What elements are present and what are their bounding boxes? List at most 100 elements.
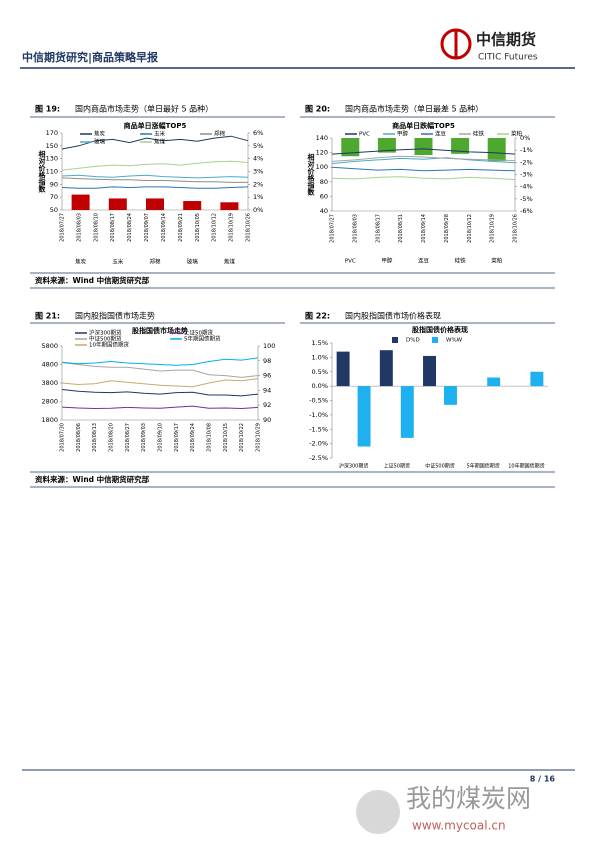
bar-category-label: 连豆	[418, 257, 430, 265]
x-tick-label: 2018/08/03	[76, 213, 82, 242]
y2-tick-label: 0%	[520, 134, 530, 142]
legend-swatch	[432, 337, 438, 343]
bar-category-label: 焦煤	[224, 258, 236, 266]
bar	[444, 386, 457, 405]
legend-label: W%W	[446, 338, 463, 344]
bar-category-label: 玻璃	[187, 258, 199, 266]
bar	[357, 386, 371, 447]
figure-caption: 国内股指国债市场走势	[75, 311, 155, 321]
y2-tick-label: 2%	[253, 180, 263, 188]
legend-label: 甲醇	[397, 130, 409, 138]
figure-number: 图 21:	[35, 312, 60, 321]
bar	[487, 377, 501, 387]
y-tick-label: 1.5%	[311, 339, 328, 347]
legend-label: 玻璃	[94, 138, 106, 146]
x-tick-label: 2018/08/06	[76, 423, 82, 452]
y2-tick-label: -6%	[520, 207, 533, 215]
y-tick-label: 140	[316, 134, 328, 142]
series-line	[61, 389, 259, 397]
y2-tick-label: -5%	[520, 195, 533, 203]
y-tick-label: -1.5%	[309, 425, 328, 433]
legend-label: 中证500期货	[89, 335, 122, 343]
y2-tick-label: 92	[263, 401, 271, 409]
bar	[379, 350, 393, 387]
source-note: 资料来源：Wind 中信期货研究部	[35, 275, 150, 285]
y2-tick-label: 1%	[253, 193, 263, 201]
y2-tick-label: -4%	[520, 183, 533, 191]
bar	[400, 386, 414, 438]
y-tick-label: 120	[316, 149, 328, 157]
watermark-logo	[356, 790, 400, 834]
y2-tick-label: 94	[263, 386, 271, 394]
bar	[71, 194, 90, 210]
y2-tick-label: 0%	[253, 206, 263, 214]
x-tick-label: 2018/10/15	[223, 423, 229, 452]
x-tick-label: 2018/09/10	[158, 423, 164, 452]
series-line	[331, 176, 516, 181]
series-line	[331, 148, 516, 155]
chart-title: 商品单日跌幅TOP5	[392, 121, 455, 130]
y-tick-label: -2.0%	[309, 440, 328, 448]
source-note: 资料来源：Wind 中信期货研究部	[35, 474, 150, 484]
y2-tick-label: 3%	[253, 168, 263, 176]
figure-number: 图 19:	[35, 105, 60, 114]
watermark-url: www.mycoal.cn	[412, 819, 506, 833]
y-tick-label: -2.5%	[309, 454, 328, 462]
y2-tick-label: -1%	[520, 146, 533, 154]
series-line	[61, 174, 249, 179]
x-tick-label: 2018/10/19	[229, 213, 235, 242]
bar	[377, 138, 396, 153]
y2-tick-label: 6%	[253, 129, 263, 137]
y-tick-label: -0.5%	[309, 397, 328, 405]
y-tick-label: 4800	[41, 361, 58, 369]
series-line	[61, 378, 259, 388]
x-tick-label: 2018/09/14	[161, 213, 167, 242]
y-tick-label: 100	[316, 163, 328, 171]
series-line	[61, 160, 249, 171]
x-tick-label: 2018/10/12	[467, 214, 473, 243]
legend-label: 10年期国债期货	[89, 341, 129, 349]
y-tick-label: 40	[320, 207, 328, 215]
bar-category-label: 玉米	[112, 258, 124, 266]
bar-category-label: PVC	[345, 259, 356, 265]
series-line	[61, 362, 259, 378]
y-tick-label: 150	[46, 142, 58, 150]
bar	[530, 371, 544, 387]
series-line	[61, 405, 259, 410]
bar-category-label: 焦炭	[75, 258, 87, 266]
y2-tick-label: -3%	[520, 171, 533, 179]
bar	[146, 198, 164, 210]
x-tick-label: 2018/08/10	[93, 213, 99, 242]
legend-label: 5年期国债期货	[184, 335, 221, 343]
y-tick-label: 70	[50, 193, 58, 201]
x-tick-label: 2018/09/24	[190, 423, 196, 452]
x-tick-label: 中证500期货	[425, 463, 455, 470]
y-tick-label: 60	[320, 192, 328, 200]
chart-title: 股指国债价格表现	[411, 325, 468, 334]
bar	[183, 201, 202, 210]
bar	[451, 138, 470, 154]
x-tick-label: 2018/08/20	[109, 423, 115, 452]
y-tick-label: 0.0%	[311, 382, 328, 390]
y-tick-label: 5800	[41, 342, 58, 350]
bar-category-label: 菜粕	[491, 257, 502, 265]
x-tick-label: 2018/07/27	[330, 214, 336, 243]
figure-number: 图 20:	[305, 105, 330, 114]
x-tick-label: 2018/10/22	[239, 423, 245, 452]
y-tick-label: -1.0%	[309, 411, 328, 419]
x-tick-label: 2018/10/19	[490, 214, 496, 243]
legend-swatch	[392, 337, 398, 343]
y-tick-label: 130	[46, 155, 58, 163]
x-tick-label: 2018/07/30	[60, 423, 66, 452]
legend-label: PVC	[359, 132, 370, 138]
y-axis-label: 相对价格指数	[307, 153, 316, 197]
legend-label: 沪深300期货	[89, 329, 122, 337]
x-tick-label: 2018/09/14	[421, 214, 427, 243]
x-tick-label: 2018/10/29	[256, 423, 262, 452]
bar	[336, 351, 350, 387]
y-tick-label: 80	[320, 178, 328, 186]
y-tick-label: 170	[46, 129, 58, 137]
x-tick-label: 2018/07/27	[60, 213, 66, 242]
x-tick-label: 2018/08/31	[398, 214, 404, 243]
x-tick-label: 2018/08/03	[352, 214, 358, 243]
